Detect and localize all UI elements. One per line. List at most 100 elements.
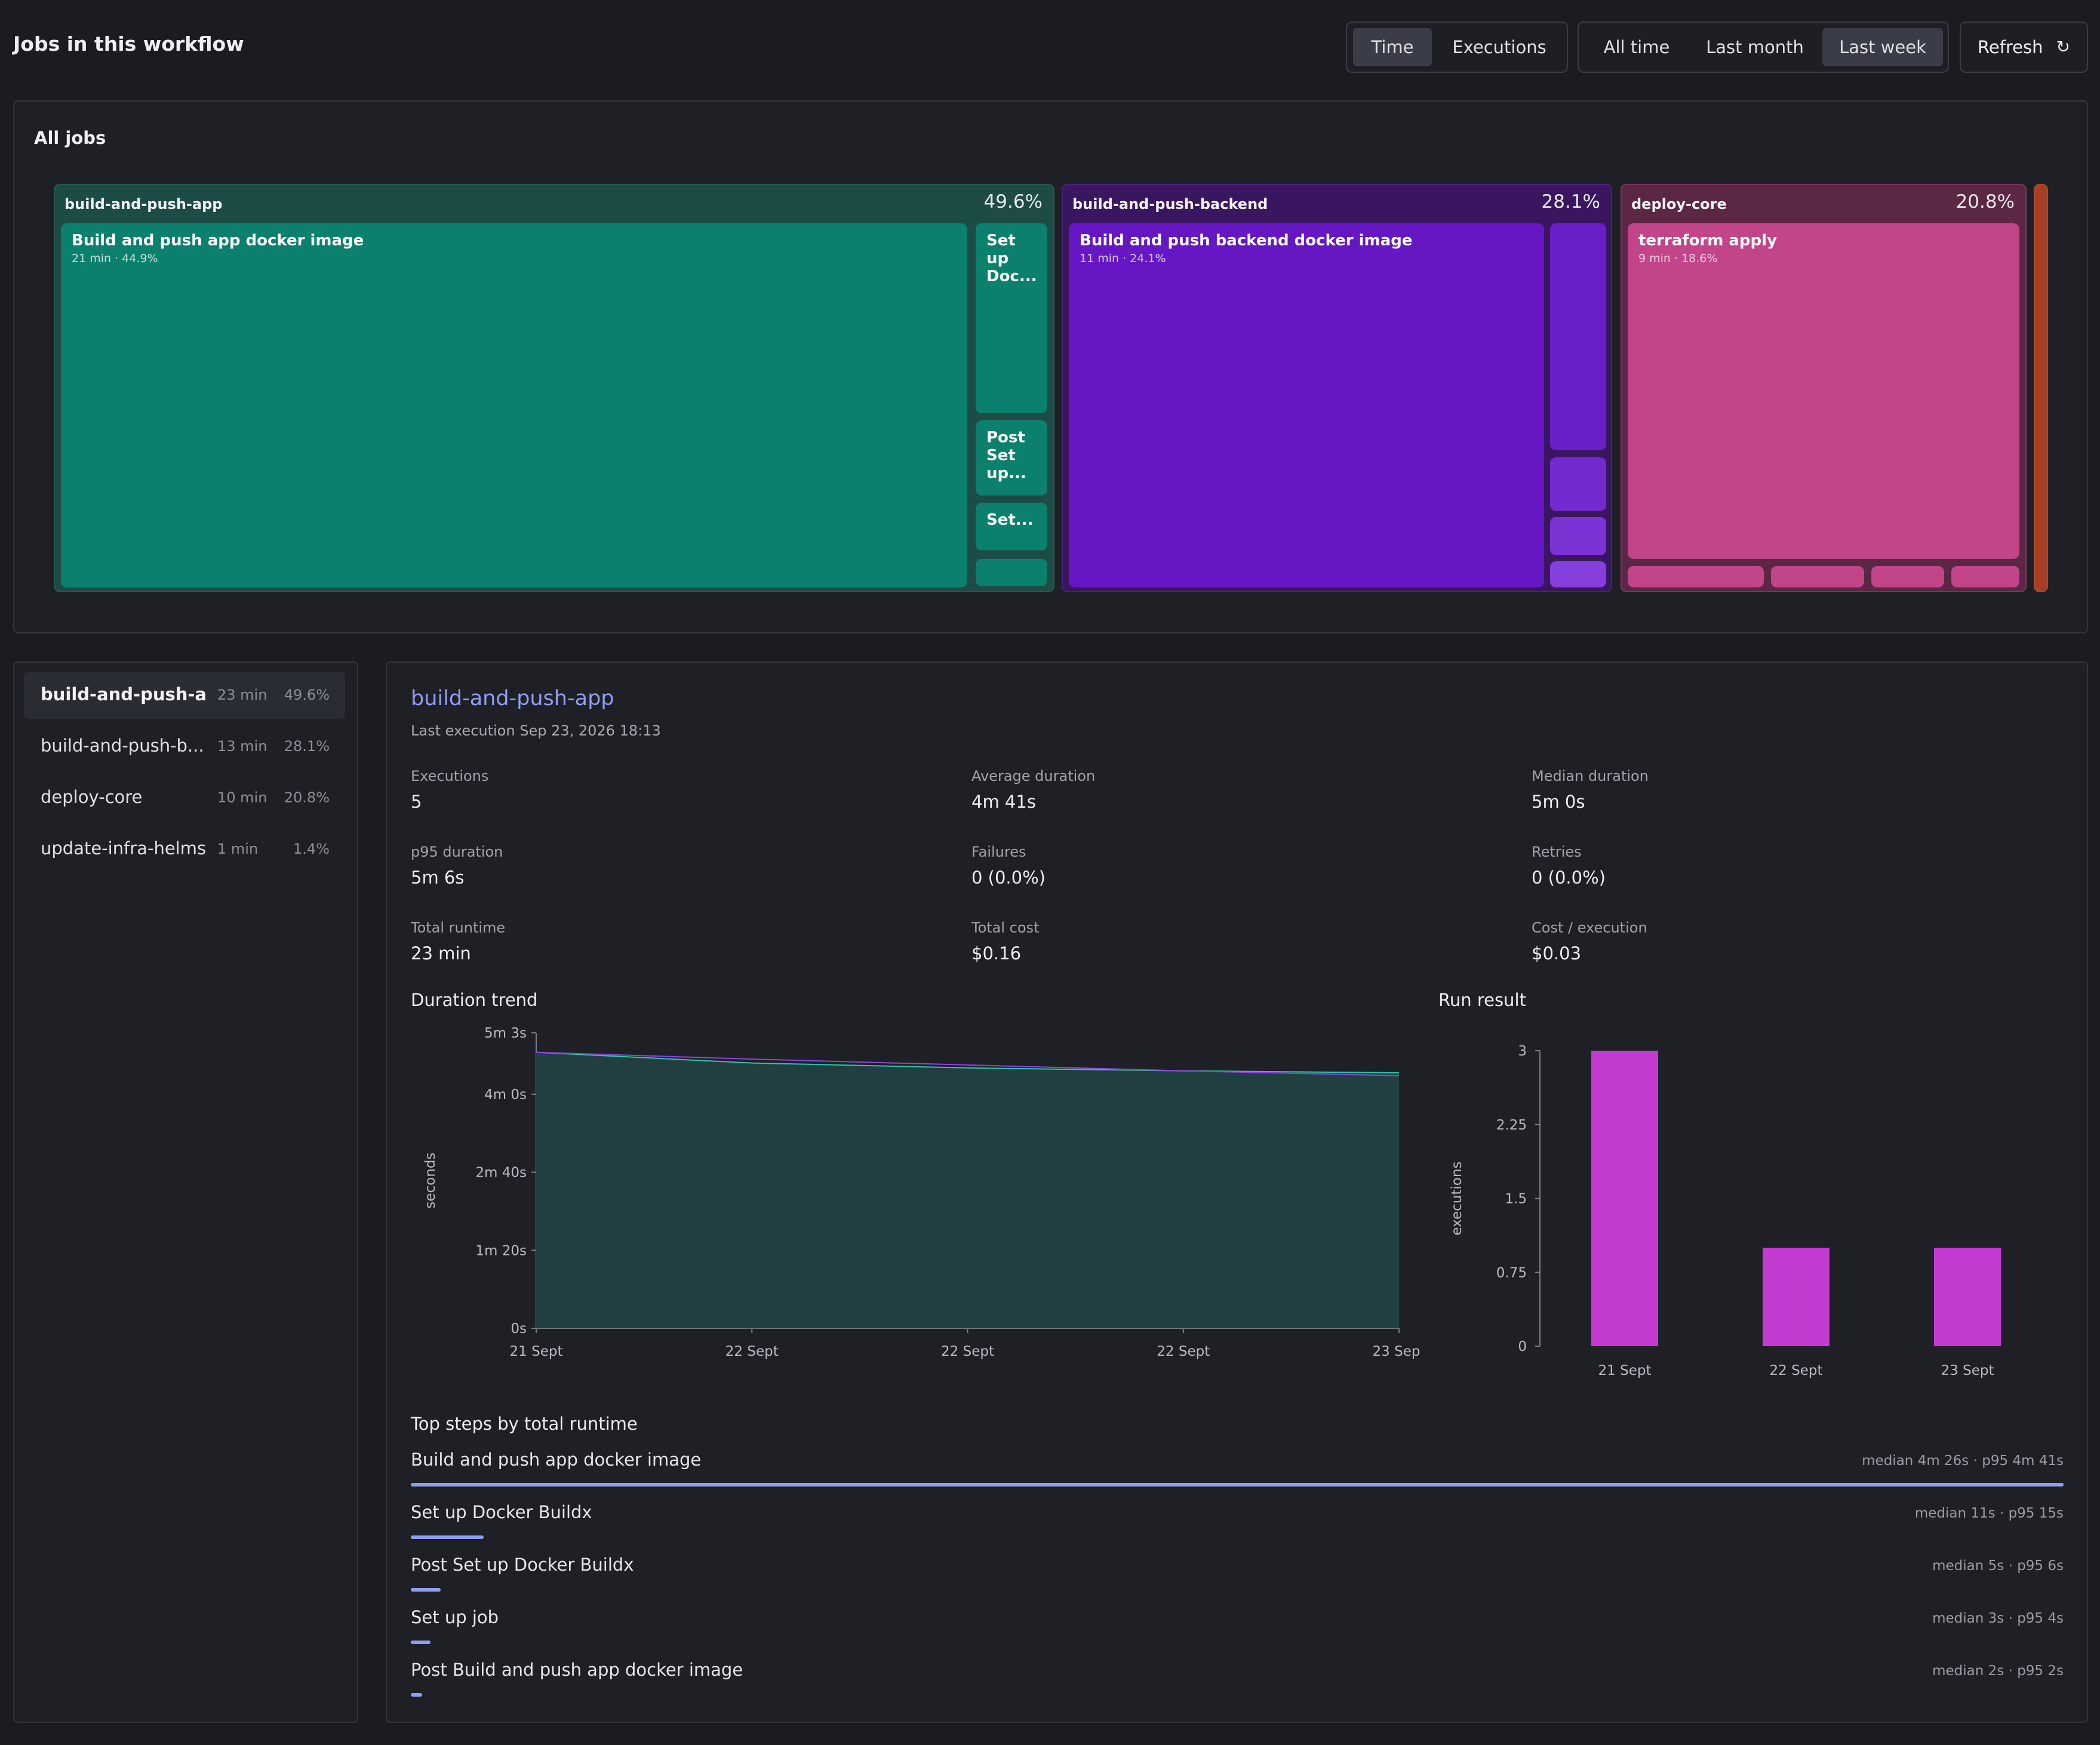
top-step-bar	[411, 1535, 484, 1539]
job-list-percent: 20.8%	[284, 789, 330, 806]
treemap-step[interactable]	[1628, 566, 1764, 587]
job-percent: 20.8%	[1956, 191, 2015, 213]
all-jobs-title: All jobs	[34, 128, 106, 148]
job-list-name: update-infra-helms	[41, 838, 207, 858]
page-title: Jobs in this workflow	[13, 32, 244, 56]
top-step-meta: median 5s · p95 6s	[1932, 1558, 2064, 1574]
treemap-job-build-and-push-app[interactable]: build-and-push-app 49.6% Build and push …	[54, 184, 1054, 592]
last-execution: Last execution Sep 23, 2026 18:13	[411, 722, 661, 739]
stat-label: Retries	[1532, 844, 1582, 860]
tab-time[interactable]: Time	[1353, 28, 1432, 66]
treemap-step[interactable]: Set...	[976, 503, 1047, 550]
p95-line	[536, 1051, 1400, 1076]
tab-all-time[interactable]: All time	[1603, 37, 1670, 57]
x-tick-label: 21 Sept	[510, 1344, 563, 1359]
top-step-row: Post Build and push app docker image medi…	[411, 1660, 2064, 1707]
treemap-step[interactable]	[1871, 566, 1944, 587]
stat-label: Total cost	[971, 919, 1040, 936]
top-step-row: Set up job median 3s · p95 4s	[411, 1607, 2064, 1655]
job-list-item[interactable]: update-infra-helms 1 min 1.4%	[24, 826, 345, 873]
x-tick-label: 21 Sept	[1598, 1363, 1652, 1378]
job-list-item[interactable]: build-and-push-a... 23 min 49.6%	[24, 672, 345, 719]
x-tick-label: 22 Sept	[1770, 1363, 1823, 1378]
treemap-job-build-and-push-backend[interactable]: build-and-push-backend 28.1% Build and p…	[1062, 184, 1612, 592]
tab-last-week[interactable]: Last week	[1822, 28, 1943, 66]
treemap-job-update-infra-helms[interactable]	[2034, 184, 2048, 592]
treemap-step[interactable]	[1550, 457, 1606, 511]
top-steps-list: Build and push app docker image median 4m…	[411, 1449, 2064, 1712]
job-detail-title: build-and-push-app	[411, 687, 614, 710]
y-tick-label: 1m 20s	[475, 1243, 527, 1258]
step-subtitle: 21 min · 44.9%	[72, 252, 158, 265]
job-list-panel	[13, 661, 358, 1723]
treemap-step[interactable]	[1951, 566, 2019, 587]
treemap-step[interactable]: terraform apply 9 min · 18.6%	[1628, 223, 2019, 559]
y-tick-label: 5m 3s	[484, 1026, 527, 1041]
step-title: terraform apply	[1638, 232, 1778, 250]
job-list-name: deploy-core	[41, 787, 143, 807]
refresh-label: Refresh	[1978, 37, 2043, 57]
x-tick-label: 23 Sept	[1941, 1363, 1994, 1378]
job-list-duration: 13 min	[217, 738, 268, 755]
step-title: Set...	[986, 511, 1034, 529]
top-step-meta: median 4m 26s · p95 4m 41s	[1862, 1453, 2064, 1469]
job-list-duration: 10 min	[217, 789, 268, 806]
x-tick-label: 23 Sept	[1373, 1344, 1420, 1359]
treemap-step[interactable]	[1771, 566, 1864, 587]
y-tick-label: 0s	[511, 1321, 527, 1337]
top-step-bar	[411, 1641, 431, 1644]
step-title: Set up Doc...	[986, 232, 1037, 285]
job-list-percent: 28.1%	[284, 738, 330, 755]
y-tick-label: 2m 40s	[475, 1165, 527, 1181]
treemap-step[interactable]	[976, 559, 1047, 586]
run-result-bar	[1934, 1248, 2001, 1346]
duration-trend-title: Duration trend	[411, 990, 538, 1010]
duration-area	[536, 1052, 1399, 1328]
job-name: build-and-push-backend	[1072, 196, 1268, 213]
x-tick-label: 22 Sept	[1157, 1344, 1210, 1359]
treemap-step[interactable]	[1550, 223, 1606, 450]
treemap-step[interactable]: Build and push app docker image 21 min ·…	[61, 223, 967, 587]
duration-trend-chart: 0s 1m 20s 2m 40s 4m 0s 5m 3s 21 Sept 22 Sept 22…	[423, 1026, 1420, 1359]
top-step-meta: median 11s · p95 15s	[1914, 1506, 2064, 1521]
x-tick-label: 22 Sept	[941, 1344, 994, 1359]
treemap-step[interactable]: Post Set up...	[976, 420, 1047, 496]
top-step-row: Build and push app docker image median 4m…	[411, 1449, 2064, 1497]
refresh-button[interactable]: Refresh ↻	[1960, 21, 2088, 73]
treemap-step[interactable]: Build and push backend docker image 11 m…	[1069, 223, 1544, 587]
tab-executions[interactable]: Executions	[1452, 37, 1546, 57]
top-step-bar	[411, 1693, 423, 1697]
y-tick-label: 4m 0s	[484, 1087, 527, 1103]
step-title: Post Set up...	[986, 429, 1026, 482]
run-result-chart: 0 0.75 1.5 2.25 3 executions 21 Sept 22 Sept 23 …	[1449, 1044, 2001, 1378]
treemap-job-deploy-core[interactable]: deploy-core 20.8% terraform apply 9 min …	[1621, 184, 2027, 592]
y-tick-label: 0	[1518, 1339, 1527, 1355]
y-tick-label: 0.75	[1496, 1265, 1527, 1281]
stat-label: Failures	[971, 844, 1026, 860]
stat-value: 5m 6s	[411, 867, 465, 888]
step-title: Build and push app docker image	[72, 232, 364, 250]
stat-label: Median duration	[1532, 768, 1649, 784]
top-step-row: Set up Docker Buildx median 11s · p95 15s	[411, 1502, 2064, 1550]
stat-value: 0 (0.0%)	[1532, 867, 1606, 888]
job-list-item[interactable]: build-and-push-b... 13 min 28.1%	[24, 724, 345, 770]
stat-label: Average duration	[971, 768, 1096, 784]
treemap-step[interactable]	[1550, 517, 1606, 555]
job-list-duration: 23 min	[217, 687, 268, 703]
stat-value: $0.16	[971, 943, 1022, 964]
duration-line	[536, 1051, 1400, 1073]
job-list-item[interactable]: deploy-core 10 min 20.8%	[24, 775, 345, 821]
refresh-icon: ↻	[2056, 37, 2070, 57]
stat-value: 4m 41s	[971, 792, 1036, 812]
job-name: build-and-push-app	[64, 196, 223, 213]
run-result-title: Run result	[1438, 990, 1526, 1010]
tab-last-month[interactable]: Last month	[1706, 37, 1804, 57]
treemap-step[interactable]: Set up Doc...	[976, 223, 1047, 413]
range-toggle: All time Last month Last week	[1578, 21, 1949, 73]
treemap-step[interactable]	[1550, 561, 1606, 587]
stat-value: 5m 0s	[1532, 792, 1585, 812]
top-step-bar	[411, 1588, 441, 1592]
top-step-meta: median 2s · p95 2s	[1932, 1663, 2064, 1679]
top-step-name: Set up job	[411, 1607, 499, 1627]
y-tick-label: 3	[1518, 1044, 1527, 1059]
